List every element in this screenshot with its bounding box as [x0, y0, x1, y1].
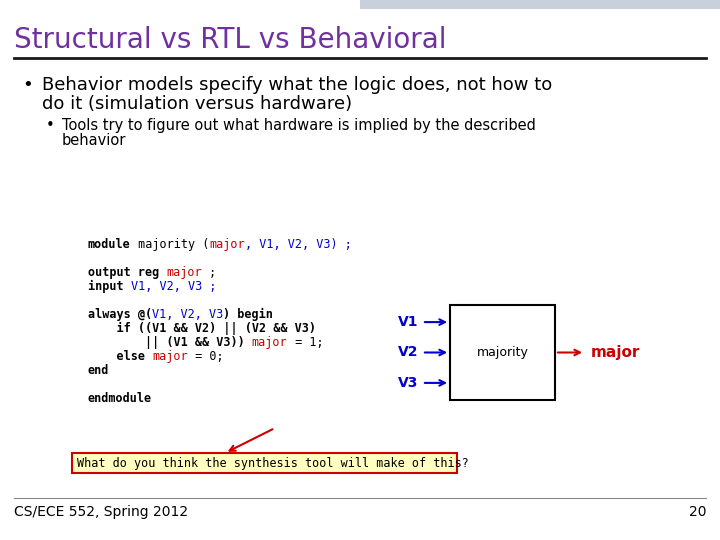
Text: , V1, V2, V3) ;: , V1, V2, V3) ;: [245, 238, 351, 251]
Text: do it (simulation versus hardware): do it (simulation versus hardware): [42, 95, 352, 113]
Bar: [360, 0, 720, 9]
Text: always @(: always @(: [88, 308, 152, 321]
Text: = 0;: = 0;: [188, 350, 223, 363]
Text: majority: majority: [477, 346, 528, 359]
Text: end: end: [88, 364, 109, 377]
Text: else: else: [88, 350, 152, 363]
Text: majority (: majority (: [131, 238, 209, 251]
Text: V1, V2, V3: V1, V2, V3: [152, 308, 223, 321]
Bar: [72, 453, 457, 473]
Text: Structural vs RTL vs Behavioral: Structural vs RTL vs Behavioral: [14, 26, 446, 54]
Text: = 1;: = 1;: [287, 336, 323, 349]
Text: behavior: behavior: [62, 133, 127, 148]
Text: ;: ;: [202, 266, 216, 279]
Text: V1: V1: [397, 315, 418, 329]
Text: || (V1 && V3)): || (V1 && V3)): [88, 336, 252, 349]
Text: module: module: [88, 238, 131, 251]
Text: major: major: [252, 336, 287, 349]
Bar: [450, 305, 555, 400]
Text: Behavior models specify what the logic does, not how to: Behavior models specify what the logic d…: [42, 76, 552, 94]
Text: •: •: [22, 76, 32, 94]
Text: CS/ECE 552, Spring 2012: CS/ECE 552, Spring 2012: [14, 505, 188, 519]
Text: endmodule: endmodule: [88, 392, 152, 405]
Text: major: major: [209, 238, 245, 251]
Text: major: major: [166, 266, 202, 279]
Text: ) begin: ) begin: [223, 308, 274, 321]
Text: What do you think the synthesis tool will make of this?: What do you think the synthesis tool wil…: [77, 456, 469, 469]
Text: V1, V2, V3 ;: V1, V2, V3 ;: [131, 280, 216, 293]
Text: if ((V1 && V2) || (V2 && V3): if ((V1 && V2) || (V2 && V3): [88, 322, 316, 335]
Text: major: major: [152, 350, 188, 363]
Text: V2: V2: [397, 346, 418, 360]
Text: Tools try to figure out what hardware is implied by the described: Tools try to figure out what hardware is…: [62, 118, 536, 133]
Text: •: •: [46, 118, 55, 133]
Text: output reg: output reg: [88, 266, 166, 279]
Text: V3: V3: [397, 376, 418, 390]
Text: input: input: [88, 280, 131, 293]
Text: 20: 20: [688, 505, 706, 519]
Text: major: major: [591, 345, 640, 360]
